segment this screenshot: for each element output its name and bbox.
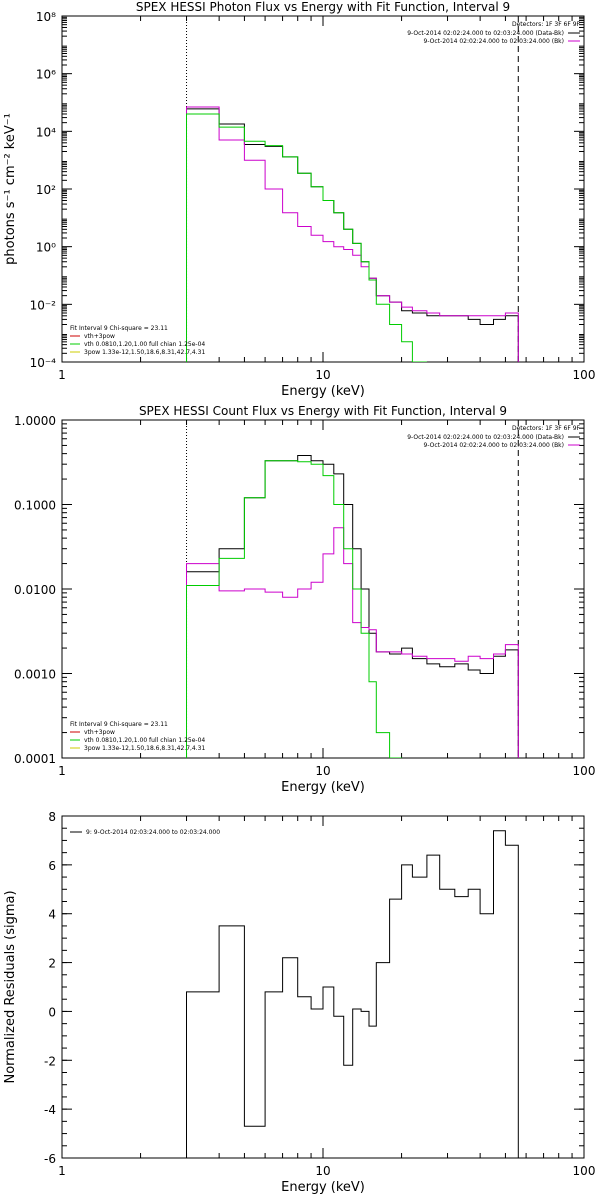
y-tick-label: 0.0100	[14, 583, 56, 597]
legend-label: vth 0.0810,1.20,1.00 full chian 1.25e-04	[84, 341, 205, 348]
y-tick-label: 0.1000	[14, 499, 56, 513]
legend-header: Detectors: 1F 3F 6F 9F	[512, 21, 581, 28]
y-tick-label: 0.0010	[14, 668, 56, 682]
legend-label: vth 0.0810,1.20,1.00 full chian 1.25e-04	[84, 737, 205, 744]
chart-title: SPEX HESSI Photon Flux vs Energy with Fi…	[136, 0, 510, 14]
x-tick-label: 10	[315, 1164, 330, 1178]
legend-header: Fit Interval 9 Chi-square = 23.11	[70, 325, 168, 332]
y-tick-label: -2	[44, 1054, 56, 1068]
x-axis-label: Energy (keV)	[281, 780, 365, 795]
y-tick-label: 10⁸	[36, 10, 56, 24]
legend-label: 3pow 1.33e-12,1.50,18.6,8.31,42.7,4.31	[84, 745, 205, 752]
x-tick-label: 100	[573, 1164, 596, 1178]
y-tick-label: 2	[48, 957, 56, 971]
chart-1: SPEX HESSI Photon Flux vs Energy with Fi…	[3, 0, 595, 399]
x-tick-label: 10	[315, 764, 330, 778]
y-tick-label: 6	[48, 859, 56, 873]
y-tick-label: 10⁴	[36, 125, 56, 139]
legend-label: 9-Oct-2014 02:02:24.000 to 02:03:24.000 …	[424, 38, 565, 45]
x-axis-label: Energy (keV)	[281, 384, 365, 399]
x-tick-label: 100	[573, 764, 596, 778]
legend-label: vth+3pow	[84, 729, 115, 736]
series-group	[186, 830, 519, 1158]
legend-label: 9: 9-Oct-2014 02:03:24.000 to 02:03:24.0…	[86, 829, 220, 836]
series-line-3	[186, 460, 428, 758]
legend-label: 3pow 1.33e-12,1.50,18.6,8.31,42.7,4.31	[84, 349, 205, 356]
series-group	[186, 455, 519, 758]
legend-label: 9-Oct-2014 02:02:24.000 to 02:03:24.000 …	[407, 30, 564, 37]
series-line-2	[186, 527, 519, 758]
y-tick-label: 4	[48, 908, 56, 922]
x-tick-label: 100	[573, 368, 596, 382]
chart-title: SPEX HESSI Count Flux vs Energy with Fit…	[139, 404, 507, 418]
y-tick-label: 10²	[36, 183, 56, 197]
y-tick-label: 0	[48, 1005, 56, 1019]
y-tick-label: 0.0001	[14, 752, 56, 766]
series-group	[186, 106, 519, 362]
legend-label: vth+3pow	[84, 333, 115, 340]
y-tick-label: -4	[44, 1103, 56, 1117]
y-tick-label: 10⁶	[36, 68, 56, 82]
legend-header: Fit Interval 9 Chi-square = 23.11	[70, 721, 168, 728]
legend-label: 9-Oct-2014 02:02:24.000 to 02:03:24.000 …	[407, 434, 564, 441]
x-tick-label: 1	[58, 368, 66, 382]
y-tick-label: 8	[48, 810, 56, 824]
y-tick-label: 1.0000	[14, 414, 56, 428]
y-tick-label: 10⁻⁴	[30, 356, 57, 370]
y-axis-label: photons s⁻¹ cm⁻² keV⁻¹	[3, 113, 18, 265]
y-tick-label: 10⁰	[36, 241, 56, 255]
x-tick-label: 1	[58, 764, 66, 778]
legend-header: Detectors: 1F 3F 6F 9F	[512, 425, 581, 432]
y-tick-label: 10⁻²	[30, 298, 57, 312]
y-tick-label: -6	[44, 1152, 56, 1166]
x-tick-label: 10	[315, 368, 330, 382]
series-line-3	[186, 113, 427, 362]
y-axis-label: Normalized Residuals (sigma)	[3, 890, 18, 1083]
chart-3: 1 10 100 Energy (keV) -6 -4 -2 0 2 4 6 8 Normalized …	[3, 810, 595, 1195]
legend-label: 9-Oct-2014 02:02:24.000 to 02:03:24.000 …	[424, 442, 565, 449]
x-tick-label: 1	[58, 1164, 66, 1178]
x-axis-label: Energy (keV)	[281, 1180, 365, 1195]
series-line-1	[186, 830, 519, 1158]
chart-2: SPEX HESSI Count Flux vs Energy with Fit…	[14, 404, 596, 795]
